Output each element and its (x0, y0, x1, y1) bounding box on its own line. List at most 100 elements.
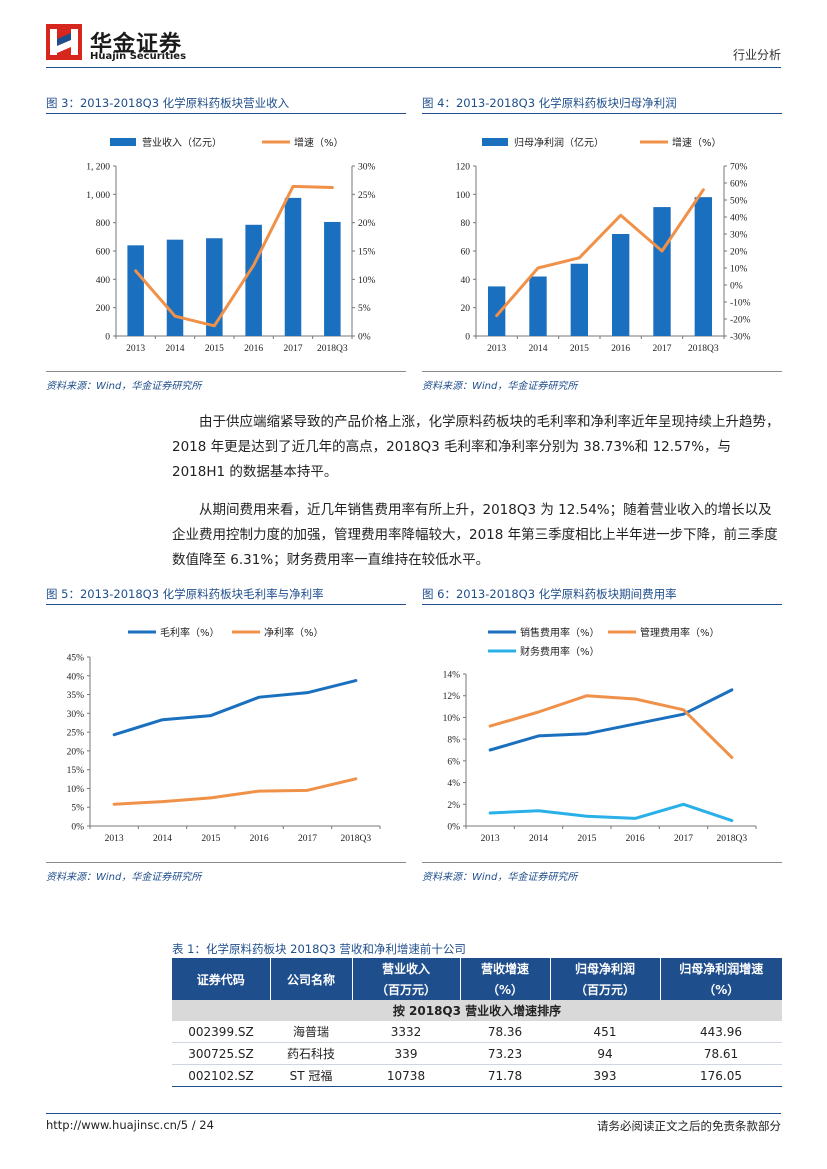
x-tick-label: 2016 (626, 834, 645, 844)
line-point (331, 186, 334, 189)
y-tick-label-left: 800 (96, 219, 111, 229)
fig4-title: 图 4：2013-2018Q3 化学原料药板块归母净利润 (422, 96, 677, 110)
cell-net-profit: 393 (550, 1064, 660, 1087)
x-tick-label: 2013 (481, 834, 500, 844)
legend-swatch-bar (110, 138, 136, 146)
line-point (209, 714, 213, 717)
line-point (537, 734, 540, 738)
line-point (619, 214, 622, 217)
footer-disclaimer: 请务必阅读正文之后的免责条款部分 (597, 1119, 781, 1133)
y-tick-label-left: 40% (67, 672, 85, 682)
y-tick-label-left: 4% (447, 779, 460, 789)
paragraph-margins-text: 由于供应端缩紧导致的产品价格上涨，化学原料药板块的毛利率和净利率近年呈现持续上升… (172, 414, 780, 480)
bar-2018Q3 (694, 197, 713, 336)
x-tick-label: 2015 (570, 344, 589, 354)
x-tick-label: 2014 (529, 834, 548, 844)
y-tick-label-right: 15% (358, 248, 376, 258)
cell-code: 300725.SZ (172, 1042, 270, 1065)
series-line-1 (488, 694, 734, 759)
x-tick-label: 2014 (166, 344, 185, 354)
x-tick-label: 2015 (201, 834, 220, 844)
x-tick-label: 2017 (674, 834, 693, 844)
legend-label: 管理费用率（%） (640, 626, 720, 639)
fig3-source: 资料来源：Wind，华金证券研究所 (46, 381, 202, 392)
line-point (209, 796, 213, 800)
cell-name: 药石科技 (270, 1042, 352, 1065)
y-tick-label-left: 80 (461, 219, 471, 229)
line-point (633, 817, 637, 820)
unit-net-profit-growth: （%） (659, 979, 782, 1000)
line-point (660, 249, 664, 253)
bar-2018Q3 (324, 221, 341, 336)
series-line-1 (495, 188, 705, 318)
fig3-title: 图 3：2013-2018Q3 化学原料药板块营业收入 (46, 96, 290, 110)
line-point (585, 732, 589, 735)
cell-revenue: 339 (352, 1042, 460, 1065)
bar-2016 (611, 234, 630, 336)
y-tick-label-right: 70% (730, 163, 748, 173)
y-tick-label-right: 10% (730, 265, 748, 275)
cell-net-profit-growth: 78.61 (660, 1042, 782, 1065)
header-code: 证券代码 (172, 958, 270, 1000)
line-point (495, 314, 498, 317)
line-point (213, 324, 216, 327)
header-net-profit: 归母净利润 (549, 958, 660, 979)
cell-net-profit: 94 (550, 1042, 660, 1065)
header-name: 公司名称 (269, 958, 352, 1000)
x-tick-label: 2016 (244, 344, 263, 354)
fig4-source-rule (422, 371, 782, 372)
line-point (536, 266, 540, 270)
x-tick-label: 2013 (126, 344, 145, 354)
x-tick-label: 2018Q3 (717, 834, 748, 844)
top-companies-table: 证券代码 公司名称 营业收入 营收增速 归母净利润 归母净利润增速 （百万元） … (172, 958, 782, 1087)
line-point (354, 679, 358, 682)
x-tick-label: 2018Q3 (341, 834, 372, 844)
fig5-source-rule (46, 862, 406, 863)
fig3-source-rule (46, 371, 406, 372)
bar-2017 (653, 207, 671, 336)
series-line-2 (488, 802, 734, 823)
line-point (585, 815, 589, 818)
y-tick-label-left: 20 (461, 304, 471, 314)
line-point (161, 718, 164, 721)
unit-net-profit: （百万元） (549, 979, 660, 1000)
y-tick-label-left: 40 (461, 276, 471, 286)
fig6-title-rule (422, 604, 782, 605)
y-tick-label-left: 30% (67, 710, 85, 720)
cell-net-profit-growth: 176.05 (660, 1064, 782, 1087)
line-point (354, 777, 358, 780)
series-line-0 (488, 688, 734, 752)
x-tick-label: 2014 (153, 834, 172, 844)
fig4-chart: 0 20 40 60 80 100 120 -30% -20% -10% 0% 10% 20% 30% 40… (422, 118, 782, 362)
cell-net-profit: 451 (550, 1021, 660, 1043)
paragraph-margins: 由于供应端缩紧导致的产品价格上涨，化学原料药板块的毛利率和净利率近年呈现持续上升… (172, 410, 782, 485)
y-tick-label-left: 10% (67, 785, 85, 795)
y-tick-label-left: 8% (447, 736, 460, 746)
y-tick-label-right: -20% (730, 316, 751, 326)
bar-2014 (166, 239, 184, 336)
cell-code: 002102.SZ (172, 1064, 270, 1087)
bar-2015 (206, 238, 223, 336)
y-tick-label-left: 60 (461, 248, 471, 258)
fig4-title-rule (422, 113, 782, 114)
cell-code: 002399.SZ (172, 1021, 270, 1043)
table-row: 002102.SZ ST 冠福 10738 71.78 393 176.05 (172, 1064, 782, 1087)
line-point (633, 697, 637, 701)
y-tick-label-right: 30% (730, 231, 748, 241)
y-tick-label-right: 25% (358, 191, 376, 201)
report-type: 行业分析 (732, 48, 781, 62)
y-tick-label-left: 45% (67, 654, 85, 664)
line-point (730, 819, 734, 822)
y-tick-label-right: 30% (358, 163, 376, 173)
table-row: 002399.SZ 海普瑞 3332 78.36 451 443.96 (172, 1021, 782, 1043)
fig3-title-rule (46, 113, 406, 114)
y-tick-label-left: 6% (447, 757, 460, 767)
line-point (682, 708, 685, 712)
line-point (112, 803, 116, 806)
legend-label: 增速（%） (672, 136, 722, 149)
line-point (112, 733, 116, 736)
y-tick-label-left: 120 (456, 163, 471, 173)
header-divider (46, 67, 781, 68)
x-tick-label: 2013 (487, 344, 506, 354)
footer-url-page[interactable]: http://www.huajinsc.cn/5 / 24 (46, 1118, 214, 1132)
